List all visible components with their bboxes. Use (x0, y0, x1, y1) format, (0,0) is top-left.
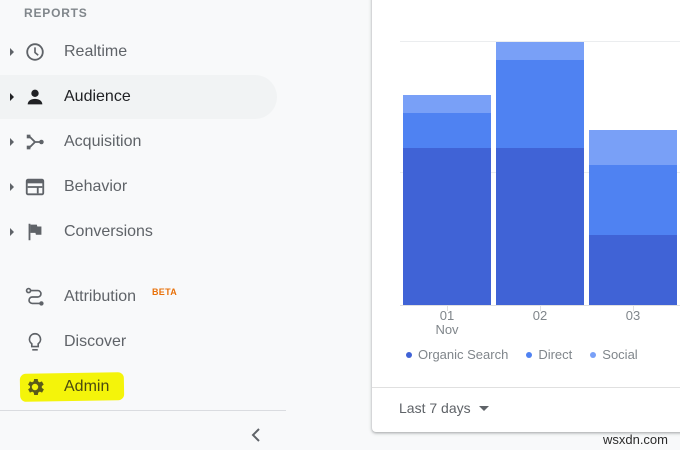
lightbulb-icon (28, 332, 42, 351)
expand-caret-icon[interactable] (10, 48, 14, 56)
sidebar-item-label: Realtime (64, 43, 128, 60)
legend-label: Organic Search (418, 347, 509, 362)
x-axis-tick (633, 306, 634, 311)
beta-badge: BETA (152, 287, 178, 297)
sidebar-item-label: Behavior (64, 178, 128, 195)
legend-item-organic-search[interactable]: Organic Search (406, 347, 508, 362)
bar-segment-organic-search[interactable] (496, 148, 584, 305)
x-axis-label: 02 (532, 308, 548, 323)
watermark: wsxdn.com (602, 432, 668, 447)
chevron-left-icon (251, 428, 260, 442)
bar-3[interactable] (589, 130, 677, 305)
flag-icon (28, 223, 42, 241)
expand-caret-icon[interactable] (10, 138, 14, 146)
bar-segment-direct[interactable] (403, 113, 491, 148)
bar-segment-organic-search[interactable] (403, 148, 491, 305)
sidebar-nav: REPORTS Realtime Audience (0, 0, 290, 450)
sidebar-item-label: Conversions (64, 223, 153, 240)
sidebar-item-acquisition[interactable]: Acquisition (0, 120, 277, 164)
bar-segment-direct[interactable] (496, 60, 584, 148)
legend-item-direct[interactable]: Direct (526, 347, 572, 362)
expand-caret-icon[interactable] (10, 228, 14, 236)
sidebar-item-label: Attribution (64, 288, 137, 305)
collapse-sidebar-button[interactable] (246, 424, 266, 446)
bar-segment-social[interactable] (589, 130, 677, 165)
bar-segment-social[interactable] (403, 95, 491, 113)
chart-legend: Organic Search Direct Social (406, 347, 656, 362)
stacked-bar-chart: 01 Nov 02 03 (400, 41, 680, 337)
person-icon (27, 89, 43, 105)
x-axis-label: 03 (625, 308, 641, 323)
date-range-dropdown[interactable]: Last 7 days (399, 400, 489, 416)
date-range-label: Last 7 days (399, 400, 471, 416)
expand-caret-icon[interactable] (10, 93, 14, 101)
gridline (400, 41, 680, 42)
sidebar-item-conversions[interactable]: Conversions (0, 210, 277, 254)
dropdown-caret-icon (478, 405, 489, 411)
reports-section-label: REPORTS (24, 6, 88, 20)
legend-dot-icon (406, 351, 412, 358)
bar-segment-social[interactable] (496, 42, 584, 60)
sidebar-item-label: Admin (64, 378, 110, 395)
legend-label: Direct (538, 347, 573, 362)
legend-dot-icon (590, 351, 597, 358)
merge-icon (26, 134, 44, 150)
route-icon (25, 287, 44, 306)
sidebar-item-label: Audience (64, 88, 131, 105)
x-axis-line (400, 305, 680, 306)
bar-1[interactable] (403, 95, 491, 305)
bar-segment-direct[interactable] (589, 165, 677, 235)
sidebar-item-audience[interactable]: Audience (0, 75, 277, 119)
sidebar-item-label: Acquisition (64, 133, 142, 150)
card-divider (372, 387, 680, 388)
sidebar-divider (0, 410, 286, 411)
traffic-channel-card: 01 Nov 02 03 Organic Search Direct Social Las… (372, 0, 680, 432)
gear-icon (28, 379, 44, 395)
legend-label: Social (602, 347, 638, 362)
x-axis-tick (540, 306, 541, 311)
sidebar-item-attribution[interactable]: Attribution BETA (0, 275, 277, 319)
legend-item-social[interactable]: Social (590, 347, 638, 362)
expand-caret-icon[interactable] (10, 183, 14, 191)
sidebar-item-label: Discover (64, 333, 127, 350)
legend-dot-icon (526, 351, 533, 358)
sidebar-item-admin[interactable]: Admin (0, 365, 277, 409)
bar-segment-organic-search[interactable] (589, 235, 677, 305)
clock-icon (26, 43, 44, 61)
x-axis-label: 01 Nov (435, 308, 459, 337)
x-axis-tick (447, 306, 448, 311)
sidebar-item-behavior[interactable]: Behavior (0, 165, 277, 209)
sidebar-item-realtime[interactable]: Realtime (0, 30, 277, 74)
sidebar-item-discover[interactable]: Discover (0, 320, 277, 364)
bar-2[interactable] (496, 42, 584, 305)
web-layout-icon (25, 178, 45, 196)
